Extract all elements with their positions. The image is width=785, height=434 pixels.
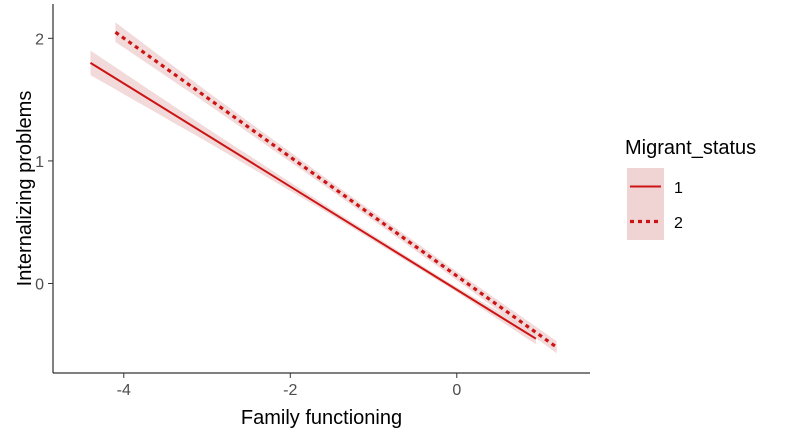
y-axis-ticks: 0 1 2 — [35, 31, 53, 294]
confidence-band-series-2 — [115, 22, 557, 354]
y-tick-label: 1 — [35, 154, 44, 171]
plot-panel: -4 -2 0 0 1 2 — [35, 4, 590, 399]
confidence-band-series-1 — [90, 50, 536, 345]
line-series-2 — [114, 30, 558, 349]
legend-item-1: 1 — [627, 168, 683, 205]
line-series-1 — [89, 61, 537, 340]
legend-item-2: 2 — [627, 203, 683, 240]
y-axis-title: Internalizing problems — [14, 91, 36, 287]
legend-label: 2 — [674, 215, 683, 232]
x-axis-ticks: -4 -2 0 — [117, 373, 461, 399]
legend-title: Migrant_status — [625, 137, 756, 159]
x-axis-title: Family functioning — [241, 407, 402, 429]
series-lines — [89, 30, 558, 349]
x-tick-label: -4 — [117, 382, 131, 399]
x-tick-label: -2 — [283, 382, 297, 399]
legend: Migrant_status 12 — [625, 137, 756, 240]
x-tick-label: 0 — [452, 382, 461, 399]
y-tick-label: 2 — [35, 31, 44, 48]
confidence-bands — [90, 22, 557, 354]
legend-keys: 12 — [627, 168, 683, 240]
legend-label: 1 — [674, 180, 683, 197]
y-tick-label: 0 — [35, 277, 44, 294]
